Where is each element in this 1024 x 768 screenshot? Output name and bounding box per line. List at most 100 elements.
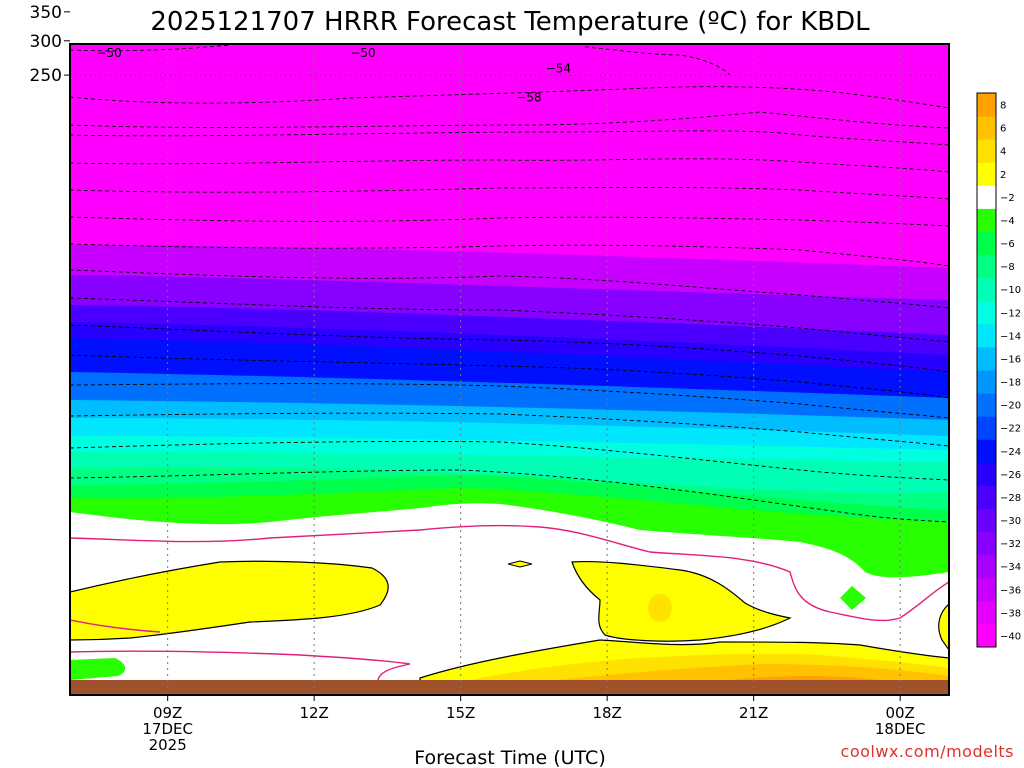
colorbar-swatch [977,623,996,648]
ground-layer [70,680,949,695]
x-tick-label: 2025 [149,736,187,754]
isotherm-m6 [70,469,949,523]
colorbar-swatch [977,162,996,186]
x-tick-label: 21Z [739,704,768,722]
isotherm-m38 [70,243,949,267]
x-tick-label: 15Z [446,704,475,722]
colorbar-swatch [977,208,996,232]
y-axis: 2503003504004505005506006507007508008509… [30,3,70,86]
isotherm-m54 [70,130,949,146]
colorbar-tick-label: −20 [1000,401,1021,412]
x-axis-label: Forecast Time (UTC) [414,747,605,768]
colorbar-tick-label: −34 [1000,562,1021,573]
isotherm-m30 [70,297,949,343]
colorbar-swatch [977,600,996,625]
credit-link[interactable]: coolwx.com/modelts [841,742,1014,761]
x-tick-label: 18DEC [875,720,926,738]
x-tick-label: 18Z [592,704,621,722]
warm-layer-edge [938,603,949,652]
isotherm-m42 [70,216,949,227]
contour-label: −34 [595,0,620,1]
colorbar-tick-label: 8 [1000,101,1006,112]
colorbar-swatch [977,485,996,509]
colorbar: −40−38−36−34−32−30−28−26−24−22−20−18−16−… [976,92,1021,648]
isotherm-m10 [70,441,949,481]
colorbar-swatch [977,577,996,602]
colorbar-tick-label: −38 [1000,608,1021,619]
colorbar-tick-label: −14 [1000,331,1021,342]
colorbar-tick-label: −2 [1000,193,1015,204]
colorbar-tick-label: −26 [1000,470,1021,481]
contour-label: −58 [516,90,541,104]
isotherm-m62 [70,44,731,76]
colorbar-tick-label: −18 [1000,378,1021,389]
colorbar-swatch [977,300,996,325]
isotherm-m22 [70,354,949,399]
warm-layer-tiny [507,560,533,568]
x-tick-label: 17DEC [142,720,193,738]
y-tick-label: 300 [30,32,62,52]
contour-label: −50 [96,46,121,60]
cold-pocket-right [840,586,866,610]
colorbar-tick-label: −24 [1000,447,1021,458]
freezing-line-left [70,619,161,633]
isotherm-m56 [70,111,949,129]
colorbar-swatch [977,254,996,279]
isotherm-m50 [70,158,949,173]
warm-layer-left [70,560,389,641]
warm-layer-right [571,560,792,642]
colorbar-tick-label: 4 [1000,147,1006,158]
isotherm-m26 [70,324,949,373]
colorbar-tick-label: 2 [1000,170,1006,181]
plot-frame [69,43,950,696]
isotherm-m46 [70,187,949,200]
colorbar-tick-label: −32 [1000,539,1021,550]
isotherm-m14 [70,412,949,447]
colorbar-swatch [977,93,996,117]
colorbar-frame [976,92,997,648]
colorbar-swatch [977,139,996,163]
colorbar-swatch [977,277,996,302]
colorbar-tick-label: 6 [1000,124,1006,135]
colorbar-swatch [977,416,996,440]
colorbar-swatch [977,554,996,579]
colorbar-swatch [977,231,996,256]
colorbar-swatch [977,439,996,463]
warm-core-right [648,594,672,622]
x-tick-label: 00Z [885,704,914,722]
colorbar-tick-label: −22 [1000,424,1021,435]
isotherms [70,44,949,523]
colorbar-tick-label: −10 [1000,285,1021,296]
plot-area: −58−54−50−50−46−42−42−34−34−30−30−26−26−… [70,0,949,695]
contour-label-box [307,0,332,2]
freezing-line-upper [70,524,949,622]
y-tick-label: 350 [30,3,62,23]
colorbar-swatch [977,393,996,417]
colorbar-tick-label: −40 [1000,631,1021,642]
isotherm-m18 [70,383,949,419]
freezing-line-lower [70,650,411,681]
x-tick-label: 12Z [299,704,328,722]
y-tick-label: 250 [30,66,62,86]
colorbar-swatch [977,323,996,348]
colorbar-tick-label: −36 [1000,585,1021,596]
colorbar-tick-label: −28 [1000,493,1021,504]
colorbar-swatch [977,346,996,371]
cold-pocket-surface [70,658,126,680]
x-tick-label: 09Z [153,704,182,722]
colorbar-swatch [977,531,996,556]
contour-labels: −58−54−50−50−46−42−42−34−34−30−30−26−26−… [96,0,620,104]
isotherm-m58 [70,86,949,109]
colorbar-tick-label: −16 [1000,354,1021,365]
grid-lines [70,44,949,695]
colorbar-swatch [977,116,996,140]
colorbar-tick-label: −4 [1000,216,1015,227]
chart-title: 2025121707 HRRR Forecast Temperature (ºC… [150,7,870,37]
colorbar-tick-label: −30 [1000,516,1021,527]
colorbar-swatch [977,185,996,209]
contour-label: −34 [306,0,331,3]
colorbar-swatch [977,508,996,533]
contour-label: −50 [350,46,375,60]
